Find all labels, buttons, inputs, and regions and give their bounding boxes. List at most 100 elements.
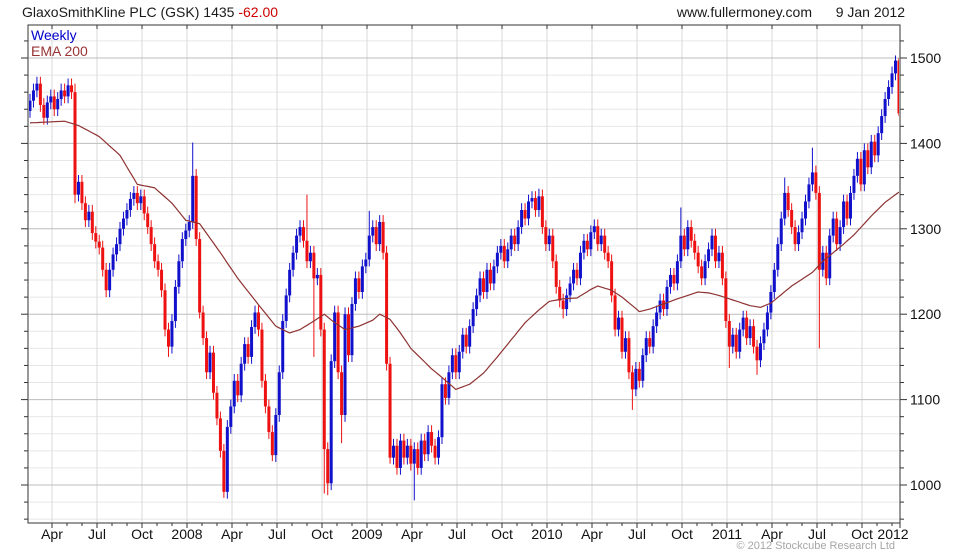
candle-body: [336, 312, 340, 373]
candle-body: [527, 201, 531, 219]
candle-up: [177, 254, 181, 294]
candle-down: [236, 373, 240, 403]
candle-up: [398, 433, 402, 475]
candle-body: [828, 235, 832, 279]
candle-body: [793, 227, 797, 245]
candle-body: [454, 355, 458, 373]
candle-up: [468, 319, 472, 354]
candle-body: [648, 338, 652, 347]
candle-up: [87, 204, 91, 228]
candle-down: [613, 288, 617, 337]
candle-body: [807, 184, 811, 202]
candle-body: [295, 235, 299, 253]
candle-up: [599, 228, 603, 252]
candle-body: [516, 227, 520, 245]
candle-up: [295, 228, 299, 260]
candle-body: [817, 192, 821, 270]
candle-body: [734, 334, 738, 352]
candle-down: [610, 254, 614, 303]
candle-body: [485, 269, 489, 292]
candle-up: [530, 191, 534, 209]
candle-body: [655, 312, 659, 327]
candle-down: [385, 245, 389, 371]
candle-body: [194, 175, 198, 240]
y-tick-label: 1200: [910, 306, 941, 322]
candle-down: [845, 194, 849, 226]
candle-body: [578, 252, 582, 279]
legend-timeframe: Weekly: [31, 27, 77, 43]
candle-down: [312, 245, 316, 357]
candle-up: [876, 126, 880, 163]
website-label: www.fullermoney.com: [676, 4, 812, 20]
candle-down: [523, 203, 527, 226]
candle-up: [810, 147, 814, 192]
candle-body: [824, 252, 828, 279]
x-tick-label: Apr: [581, 526, 603, 542]
candle-down: [662, 293, 666, 316]
candle-up: [108, 262, 112, 298]
candle-up: [758, 336, 762, 368]
candle-body: [284, 295, 288, 322]
candle-body: [260, 329, 264, 381]
candle-body: [350, 303, 354, 356]
candle-body: [554, 261, 558, 287]
candle-up: [284, 288, 288, 328]
candle-body: [173, 286, 177, 322]
candle-up: [49, 89, 53, 110]
candle-body: [277, 372, 281, 415]
candle-down: [347, 307, 351, 363]
candle-body: [433, 445, 437, 458]
candle-body: [800, 218, 804, 233]
candle-up: [644, 331, 648, 363]
candle-body: [551, 235, 555, 262]
candle-body: [842, 201, 846, 228]
candle-body: [585, 240, 589, 250]
candle-up: [547, 228, 551, 252]
candle-down: [388, 356, 392, 464]
x-tick-label: Jul: [448, 526, 466, 542]
chart-title: GlaxoSmithKline PLC (GSK) 1435 -62.00: [22, 4, 278, 20]
candle-down: [482, 271, 486, 299]
y-tick-label: 1000: [910, 477, 941, 493]
candle-body: [267, 406, 271, 433]
candle-up: [170, 314, 174, 354]
candle-up: [890, 66, 894, 94]
candle-body: [288, 269, 292, 296]
candle-up: [623, 331, 627, 359]
candle-body: [437, 437, 441, 458]
candle-up: [56, 92, 60, 117]
candle-up: [797, 225, 801, 252]
candle-down: [513, 228, 517, 252]
candle-down: [104, 262, 108, 298]
candle-down: [752, 319, 756, 354]
x-tick-label: Oct: [311, 526, 333, 542]
candle-body: [94, 233, 98, 242]
candle-down: [305, 194, 309, 269]
candle-body: [201, 312, 205, 339]
candle-down: [488, 262, 492, 291]
candle-up: [118, 221, 122, 252]
candle-body: [378, 221, 382, 245]
candle-up: [371, 220, 375, 243]
candle-up: [665, 280, 669, 316]
candle-body: [184, 230, 188, 240]
candle-up: [838, 220, 842, 252]
candle-body: [398, 440, 402, 468]
candle-up: [239, 356, 243, 403]
candle-down: [873, 134, 877, 163]
candle-body: [689, 227, 693, 241]
candle-up: [499, 239, 503, 260]
candle-body: [66, 85, 70, 97]
candle-body: [720, 252, 724, 279]
candle-body: [426, 432, 430, 455]
candle-up: [76, 174, 80, 202]
candle-body: [520, 210, 524, 228]
candle-body: [693, 240, 697, 253]
candle-down: [70, 78, 74, 99]
candle-body: [177, 261, 181, 287]
candle-down: [540, 189, 544, 234]
candle-down: [724, 271, 728, 328]
candle-down: [211, 345, 215, 400]
candle-body: [866, 150, 870, 168]
